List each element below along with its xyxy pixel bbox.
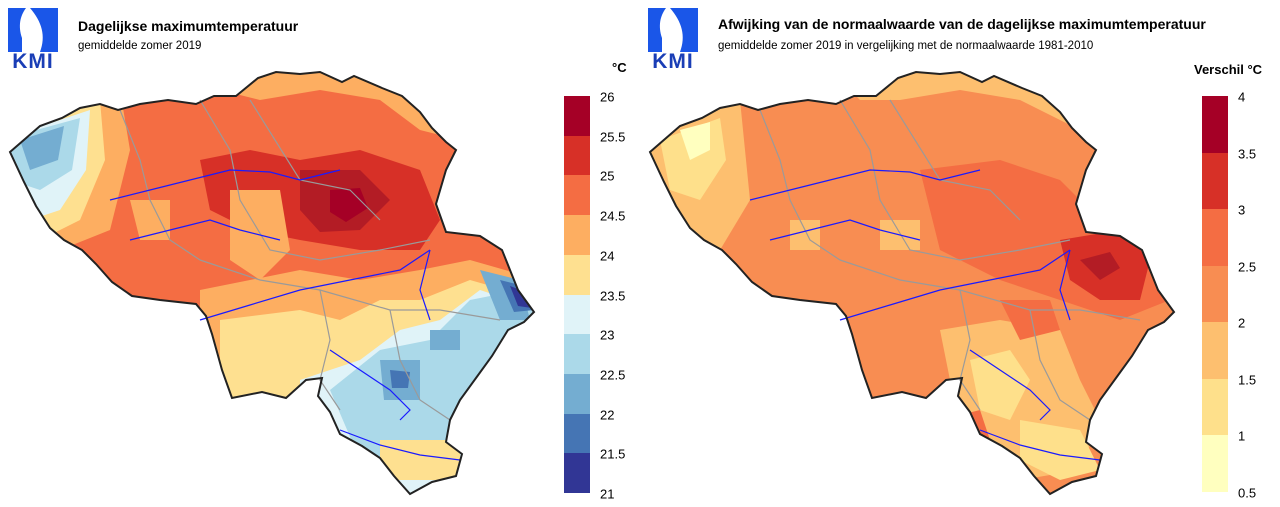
legend-tick-label: 22.5 [600, 367, 626, 383]
legend-tick-label: 1.5 [1238, 372, 1257, 388]
map-title: Afwijking van de normaalwaarde van de da… [718, 16, 1206, 32]
kmi-logo-icon [8, 8, 58, 52]
legend-tick-label: 3.5 [1238, 146, 1257, 162]
legend-tick-label: 24.5 [600, 208, 626, 224]
kmi-logo-text: KMI [12, 50, 54, 73]
legend-swatch [564, 135, 590, 176]
legend-tick-label: 21.5 [600, 446, 626, 462]
legend-swatch [564, 453, 590, 494]
legend-swatch [564, 254, 590, 295]
legend-tick-label: 2 [1238, 315, 1246, 331]
max-temperature-panel: KMI Dagelijkse maximumtemperatuur gemidd… [6, 6, 627, 502]
legend-tick-label: 21 [600, 486, 615, 502]
kmi-logo-text: KMI [652, 50, 694, 73]
map-subtitle: gemiddelde zomer 2019 in vergelijking me… [718, 40, 1094, 52]
legend-swatch [564, 334, 590, 375]
legend-swatch [1202, 378, 1228, 436]
map-title: Dagelijkse maximumtemperatuur [78, 18, 299, 34]
legend-tick-label: 2.5 [1238, 259, 1257, 275]
legend-tick-label: 23 [600, 327, 615, 343]
legend-swatch [1202, 96, 1228, 154]
legend-tick-label: 0.5 [1238, 485, 1257, 501]
legend-tick-label: 25 [600, 168, 615, 184]
legend-swatch [1202, 209, 1228, 267]
legend-swatch [564, 294, 590, 335]
anomaly-map [649, 71, 1175, 495]
map-subtitle: gemiddelde zomer 2019 [78, 40, 202, 52]
kmi-logo-icon [648, 8, 698, 52]
legend-swatch [564, 175, 590, 216]
temperature-legend [564, 96, 590, 494]
legend-tick-label: 23.5 [600, 288, 626, 303]
rivers [109, 169, 461, 461]
legend-tick-label: 3 [1238, 202, 1246, 218]
legend-unit: °C [612, 60, 627, 75]
province-borders [759, 99, 1141, 421]
temperature-map [9, 71, 535, 495]
legend-swatch [1202, 322, 1228, 380]
legend-swatch [564, 96, 590, 137]
legend-tick-label: 24 [600, 248, 615, 264]
legend-swatch [564, 413, 590, 454]
legend-swatch [1202, 435, 1228, 493]
legend-swatch [1202, 265, 1228, 323]
legend-tick-label: 22 [600, 407, 615, 423]
legend-tick-label: 25.5 [600, 129, 626, 145]
legend-tick-label: 26 [600, 89, 615, 105]
anomaly-legend [1202, 96, 1228, 493]
kmi-logo: KMI [646, 6, 700, 72]
rivers [749, 169, 1101, 461]
legend-swatch [564, 215, 590, 256]
anomaly-panel: KMI Afwijking van de normaalwaarde van d… [640, 0, 1280, 507]
legend-unit: Verschil °C [1194, 62, 1263, 77]
legend-swatch [564, 373, 590, 415]
legend-swatch [1202, 152, 1228, 210]
kmi-logo: KMI [6, 6, 60, 72]
legend-tick-label: 1 [1238, 428, 1246, 444]
province-borders [119, 99, 501, 421]
legend-tick-label: 4 [1238, 89, 1246, 105]
